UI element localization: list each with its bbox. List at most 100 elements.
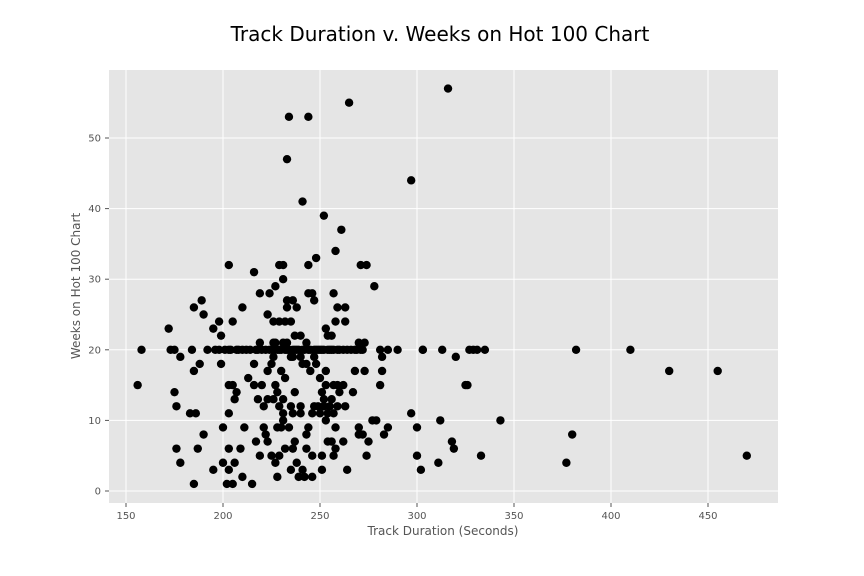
data-point xyxy=(214,345,224,354)
data-point xyxy=(280,444,290,453)
data-point xyxy=(342,465,352,475)
data-point xyxy=(302,444,311,453)
data-point xyxy=(434,458,443,467)
data-point xyxy=(298,465,307,475)
data-point xyxy=(267,451,276,460)
data-point xyxy=(249,267,259,277)
data-point xyxy=(300,472,309,482)
data-point xyxy=(325,402,334,411)
data-point xyxy=(228,479,237,489)
data-point xyxy=(280,373,290,383)
data-point xyxy=(259,423,268,432)
data-point xyxy=(199,430,208,439)
data-point xyxy=(284,112,294,122)
data-point xyxy=(296,331,305,340)
data-point xyxy=(331,444,340,453)
data-point xyxy=(571,345,581,354)
data-point xyxy=(288,352,298,362)
y-tick-label: 20 xyxy=(88,345,101,356)
data-point xyxy=(290,437,299,446)
data-point xyxy=(356,260,365,270)
data-point xyxy=(218,458,228,467)
data-point xyxy=(383,345,393,354)
data-point xyxy=(224,260,234,270)
data-point xyxy=(288,444,298,453)
data-point xyxy=(278,275,288,284)
data-point xyxy=(255,338,265,347)
data-point xyxy=(238,472,247,482)
data-point xyxy=(393,345,402,354)
data-point xyxy=(412,423,422,432)
data-point xyxy=(319,395,329,404)
data-point xyxy=(230,395,239,404)
data-point xyxy=(418,345,428,354)
data-point xyxy=(282,338,292,347)
data-point xyxy=(224,465,234,475)
data-point xyxy=(269,317,278,326)
data-point xyxy=(308,409,317,418)
data-point xyxy=(209,465,218,475)
data-point xyxy=(362,260,371,270)
data-point xyxy=(137,345,146,354)
data-point xyxy=(296,352,305,362)
data-point xyxy=(327,437,336,446)
data-point xyxy=(271,380,280,390)
data-point xyxy=(191,409,201,418)
data-point xyxy=(436,416,445,425)
y-axis-ticks: 0 10 20 30 40 50 xyxy=(88,134,109,498)
data-point xyxy=(278,395,288,404)
data-point xyxy=(335,387,344,397)
data-point xyxy=(360,338,369,347)
data-point xyxy=(362,451,371,460)
data-point xyxy=(317,387,327,397)
data-point xyxy=(263,310,272,319)
data-point xyxy=(311,253,321,263)
data-point xyxy=(282,154,292,164)
data-point xyxy=(170,345,179,354)
data-point xyxy=(304,423,313,432)
data-point xyxy=(193,444,202,453)
data-point xyxy=(236,444,245,453)
data-point xyxy=(364,437,373,446)
data-point xyxy=(354,338,363,347)
data-point xyxy=(447,437,457,446)
data-point xyxy=(713,366,722,376)
data-point xyxy=(292,458,301,467)
data-point xyxy=(286,465,296,475)
data-point xyxy=(329,409,338,418)
data-point xyxy=(302,430,311,439)
data-point xyxy=(562,458,571,467)
x-tick-label: 300 xyxy=(407,511,426,522)
data-point xyxy=(216,331,226,340)
data-point xyxy=(626,345,635,354)
data-point xyxy=(333,380,342,390)
data-point xyxy=(263,366,272,376)
data-point xyxy=(315,373,325,383)
data-point xyxy=(298,197,307,206)
data-point xyxy=(226,345,235,354)
data-point xyxy=(290,387,299,397)
data-point xyxy=(339,437,348,446)
data-point xyxy=(354,423,363,432)
data-point xyxy=(496,416,505,425)
data-point xyxy=(273,387,282,397)
y-tick-label: 10 xyxy=(88,416,101,427)
data-point xyxy=(327,331,336,340)
data-point xyxy=(133,380,142,390)
data-point xyxy=(278,409,288,418)
data-point xyxy=(321,324,331,333)
data-point xyxy=(375,345,385,354)
data-point xyxy=(665,366,674,376)
data-point xyxy=(172,444,181,453)
data-point xyxy=(255,451,265,460)
data-point xyxy=(240,423,249,432)
data-point xyxy=(406,409,416,418)
data-point xyxy=(329,451,338,460)
x-tick-label: 400 xyxy=(601,511,620,522)
data-point xyxy=(476,451,486,460)
data-point xyxy=(568,430,577,439)
data-point xyxy=(358,345,367,354)
data-point xyxy=(249,359,259,369)
data-point xyxy=(341,317,350,326)
data-point xyxy=(228,317,237,326)
